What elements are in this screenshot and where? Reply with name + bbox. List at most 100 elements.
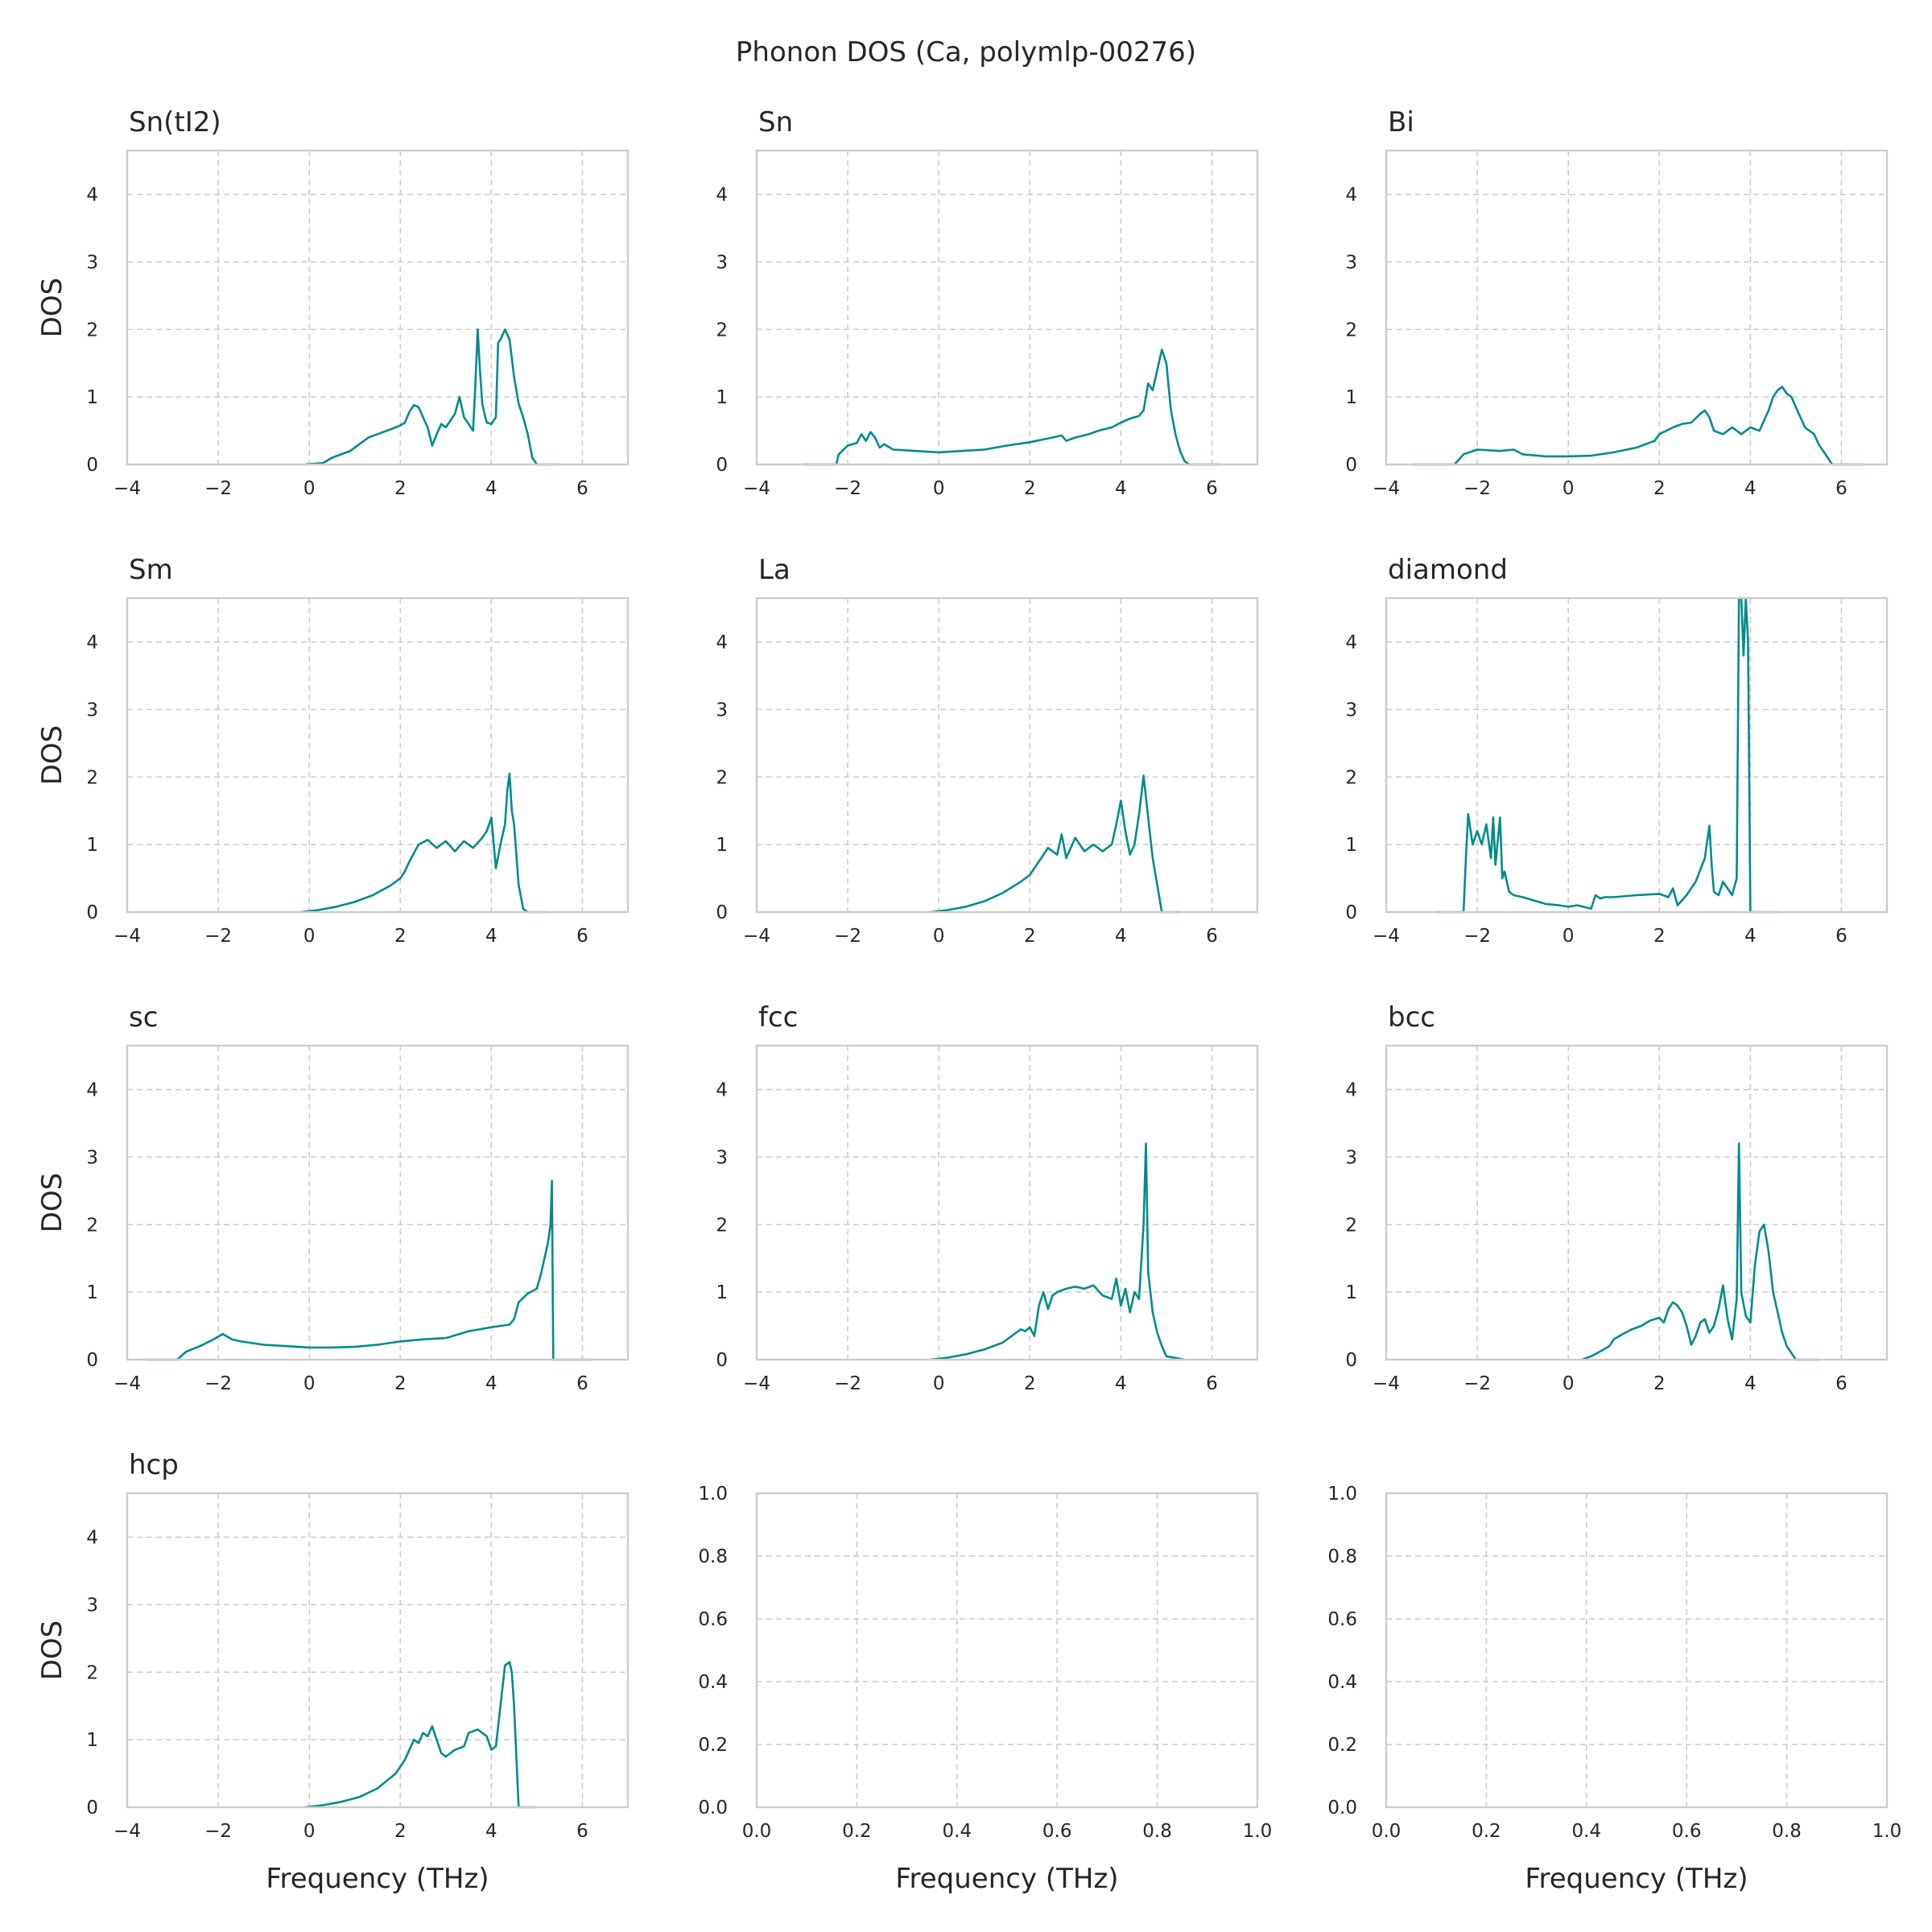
dos-line-0 [929,774,1180,914]
y-tick-label: 0 [1345,1350,1357,1371]
y-tick-label: 3 [716,1147,728,1168]
axes-frame [755,1044,1259,1361]
x-tick-label: 0.0 [742,1821,772,1842]
subplot-10: 0.0 0.2 0.4 0.6 0.8 1.0 0.0 0.2 0.4 0.6 0.8 1.0 Freq… [698,1484,1272,1895]
y-tick-label: 1 [86,387,98,408]
x-tick-label: 2 [1024,1373,1036,1394]
y-tick-label: 4 [1345,1080,1357,1101]
y-tick-label: 0.8 [1327,1546,1357,1567]
x-tick-label: 6 [576,1373,588,1394]
y-tick-label: 0.4 [1327,1672,1357,1693]
subplot-title: Sn [758,106,793,138]
y-tick-label: 4 [1345,633,1357,654]
dos-line-0 [1436,597,1778,914]
series-group [1436,597,1778,914]
subplot-title: fcc [758,1001,798,1034]
x-tick-label: 0 [933,1373,945,1394]
y-tick-label: 0.8 [698,1546,728,1567]
series-group [802,349,1221,466]
series-group [929,774,1180,914]
x-tick-label: −2 [204,1373,232,1394]
subplot-5: −4 −2 0 2 4 6 0 1 2 3 4 diamond [1345,554,1889,947]
y-tick-label: 0.0 [698,1798,728,1818]
y-tick-label: 3 [86,1595,98,1616]
y-tick-label: 2 [86,1215,98,1236]
subplot-7: −4 −2 0 2 4 6 0 1 2 3 4 fcc [716,1001,1259,1394]
x-tick-label: 0.8 [1772,1821,1802,1842]
x-tick-label: 2 [1653,926,1666,947]
x-tick-label: 0 [1563,926,1575,947]
x-tick-label: 0 [303,1821,316,1842]
x-tick-label: 6 [576,926,588,947]
y-tick-label: 0.6 [698,1609,728,1630]
dos-line-0 [304,1661,537,1809]
y-tick-label: 1 [716,835,728,856]
x-tick-label: −2 [1463,478,1491,499]
y-axis-label: DOS [36,278,68,338]
x-tick-label: −2 [834,1373,861,1394]
x-tick-label: 6 [1835,926,1847,947]
x-tick-label: 4 [485,926,497,947]
x-tick-label: 0 [933,478,945,499]
x-tick-label: 1.0 [1243,1821,1273,1842]
x-tick-label: −2 [204,1821,232,1842]
y-tick-label: 2 [86,767,98,788]
y-tick-label: 4 [716,185,728,206]
dos-line-0 [1581,1142,1819,1361]
y-tick-label: 0 [1345,902,1357,923]
x-tick-label: −4 [114,1821,141,1842]
x-tick-label: 4 [1744,1373,1757,1394]
x-tick-label: 2 [394,478,407,499]
y-tick-label: 1 [86,1282,98,1303]
x-tick-label: 0 [1563,1373,1575,1394]
axes-frame [1385,597,1889,914]
x-tick-label: 6 [1835,478,1847,499]
x-tick-label: 0.4 [1572,1821,1602,1842]
y-tick-label: 0.2 [1327,1735,1357,1756]
y-tick-label: 0.2 [698,1735,728,1756]
dos-line-0 [145,1179,592,1361]
x-tick-label: −4 [114,1373,141,1394]
axes-frame [1385,1492,1889,1809]
x-tick-label: 4 [1744,926,1757,947]
y-tick-label: 0 [716,1350,728,1371]
series-group [299,772,547,914]
y-tick-label: 0 [86,902,98,923]
series-group [304,1661,537,1809]
x-tick-label: 4 [1115,926,1127,947]
x-tick-label: 6 [576,1821,588,1842]
subplot-3: −4 −2 0 2 4 6 0 1 2 3 4 Sm DOS [36,554,630,947]
x-tick-label: 0.2 [1472,1821,1501,1842]
subplot-0: −4 −2 0 2 4 6 0 1 2 3 4 Sn(tI2) DOS [36,106,630,499]
y-tick-label: 1 [86,1730,98,1751]
axes-frame [126,1492,630,1809]
x-tick-label: −4 [1373,478,1400,499]
dos-line-0 [1413,386,1864,466]
y-tick-label: 1 [86,835,98,856]
y-tick-label: 3 [716,252,728,273]
x-tick-label: 6 [1206,926,1218,947]
x-tick-label: 4 [1115,478,1127,499]
x-tick-label: −2 [834,926,861,947]
x-tick-label: 6 [1206,1373,1218,1394]
subplot-title: La [758,554,791,586]
y-tick-label: 0.4 [698,1672,728,1693]
x-tick-label: 2 [1024,478,1036,499]
y-tick-label: 3 [86,700,98,720]
y-tick-label: 3 [1345,700,1357,720]
figure-suptitle: Phonon DOS (Ca, polymlp-00276) [736,36,1196,68]
x-axis-label: Frequency (THz) [266,1863,489,1895]
series-group [304,328,560,466]
y-tick-label: 2 [1345,320,1357,341]
x-tick-label: 6 [1835,1373,1847,1394]
y-tick-label: 4 [86,185,98,206]
x-tick-label: 4 [485,1373,497,1394]
x-tick-label: 6 [1206,478,1218,499]
x-tick-label: 0.6 [1672,1821,1702,1842]
x-tick-label: −2 [1463,926,1491,947]
subplot-title: Sm [129,554,173,586]
dos-line-0 [304,328,560,466]
